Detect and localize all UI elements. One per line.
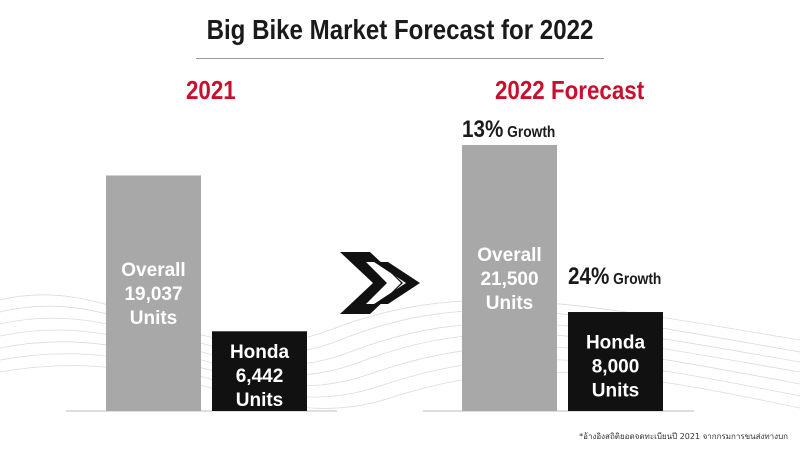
bar-honda-1 xyxy=(568,312,663,411)
bar-honda-0 xyxy=(212,331,307,411)
bar-label-honda: Honda xyxy=(230,342,290,363)
growth-label-overall-2022: 13% Growth xyxy=(462,116,555,144)
forward-arrow-icon xyxy=(340,252,420,314)
bar-label-overall: 19,037 xyxy=(124,284,182,305)
bar-label-honda: 8,000 xyxy=(592,357,640,378)
bar-label-overall: 21,500 xyxy=(480,269,538,290)
growth-word: Growth xyxy=(507,124,556,141)
bar-label-honda: 6,442 xyxy=(236,366,284,387)
bar-overall-0 xyxy=(106,175,201,411)
bar-label-honda: Units xyxy=(236,390,284,411)
bar-label-overall: Overall xyxy=(121,260,185,281)
bar-overall-1 xyxy=(462,145,557,411)
growth-label-honda-2022: 24% Growth xyxy=(568,263,661,291)
bar-label-overall: Units xyxy=(130,308,178,329)
chart-title-2022-forecast: 2022 Forecast xyxy=(495,75,645,105)
growth-percent: 24% xyxy=(568,263,610,290)
chart-title-2021: 2021 xyxy=(186,75,236,105)
bar-label-honda: Units xyxy=(592,381,640,402)
bar-label-overall: Units xyxy=(486,293,534,314)
growth-percent: 13% xyxy=(462,116,504,143)
source-footnote: *อ้างอิงสถิติยอดจดทะเบียนปี 2021 จากกรมก… xyxy=(579,432,788,441)
bar-label-overall: Overall xyxy=(477,245,541,266)
title-divider xyxy=(196,58,604,59)
bar-label-honda: Honda xyxy=(586,333,646,354)
page-title: Big Bike Market Forecast for 2022 xyxy=(206,14,594,45)
growth-word: Growth xyxy=(613,271,662,288)
